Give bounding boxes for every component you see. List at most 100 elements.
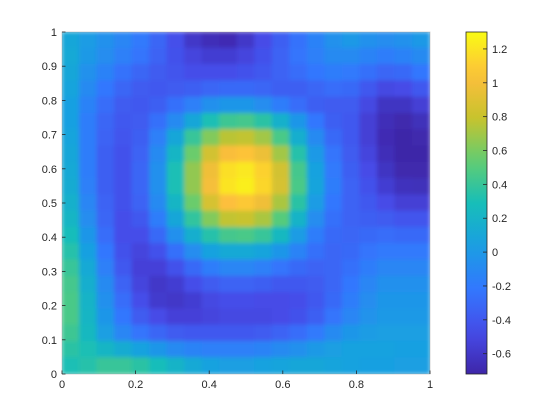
heatmap-cell — [114, 178, 133, 196]
heatmap-cell — [184, 32, 203, 49]
heatmap-cell — [341, 275, 361, 294]
heatmap-cell — [219, 112, 238, 131]
heatmap-cell — [236, 80, 256, 98]
heatmap-cell — [376, 161, 396, 180]
y-tick-label: 0.4 — [42, 232, 57, 244]
heatmap-cell — [166, 80, 186, 98]
heatmap-cell — [324, 259, 343, 277]
heatmap-cell — [219, 210, 238, 228]
heatmap-cell — [289, 96, 308, 114]
heatmap-cell — [114, 292, 133, 310]
colorbar-tick-label: -0.2 — [492, 281, 511, 293]
heatmap-cell — [114, 243, 133, 261]
heatmap-cell — [114, 145, 133, 163]
heatmap-cell — [166, 210, 186, 228]
heatmap-cell — [271, 80, 291, 98]
heatmap-cell — [96, 357, 116, 374]
heatmap-cell — [411, 32, 430, 49]
heatmap-cell — [359, 64, 378, 82]
heatmap-cell — [411, 112, 430, 131]
heatmap-cell — [114, 226, 133, 245]
heatmap-cell — [62, 308, 81, 326]
heatmap-cell — [236, 161, 256, 180]
heatmap-cell — [271, 210, 291, 228]
heatmap-cell — [394, 112, 413, 131]
heatmap-cell — [306, 112, 326, 131]
heatmap-cell — [306, 324, 326, 342]
heatmap-cell — [201, 210, 221, 228]
heatmap-cell — [201, 259, 221, 277]
heatmap-cell — [219, 292, 238, 310]
heatmap-cell — [62, 340, 81, 359]
heatmap-cell — [376, 178, 396, 196]
heatmap-cell — [236, 357, 256, 374]
heatmap-cell — [114, 210, 133, 228]
heatmap-cell — [201, 275, 221, 294]
heatmap-cell — [271, 259, 291, 277]
heatmap-cell — [324, 210, 343, 228]
heatmap-cell — [79, 64, 98, 82]
heatmap-cell — [219, 243, 238, 261]
y-tick-label: 0 — [51, 369, 57, 381]
heatmap-cell — [114, 80, 133, 98]
heatmap-cell — [271, 194, 291, 212]
heatmap-cell — [131, 178, 151, 196]
heatmap-cell — [79, 178, 98, 196]
heatmap-cell — [201, 324, 221, 342]
heatmap-cell — [289, 340, 308, 359]
heatmap-cell — [394, 357, 413, 374]
heatmap-cell — [289, 292, 308, 310]
colorbar-tick-label: 0 — [492, 247, 498, 259]
heatmap-cell — [131, 226, 151, 245]
heatmap-cell — [289, 64, 308, 82]
heatmap-cell — [219, 308, 238, 326]
heatmap-cell — [254, 80, 273, 98]
heatmap-cell — [254, 64, 273, 82]
heatmap-cell — [341, 178, 361, 196]
heatmap-cell — [131, 80, 151, 98]
heatmap-cell — [131, 47, 151, 66]
heatmap-cell — [306, 308, 326, 326]
heatmap-cell — [236, 145, 256, 163]
heatmap-cell — [201, 161, 221, 180]
heatmap-cell — [341, 32, 361, 49]
heatmap-cell — [341, 259, 361, 277]
heatmap-cell — [166, 161, 186, 180]
heatmap-cell — [271, 324, 291, 342]
heatmap-cell — [236, 194, 256, 212]
heatmap-cell — [166, 324, 186, 342]
heatmap-cell — [306, 226, 326, 245]
heatmap-cell — [219, 324, 238, 342]
colorbar: -0.6 -0.4 -0.2 0 0.2 0.4 0.6 0.8 1 1.2 — [465, 31, 511, 375]
heatmap-cell — [376, 243, 396, 261]
heatmap-cell — [149, 32, 168, 49]
heatmap-cell — [114, 112, 133, 131]
heatmap-cell — [376, 308, 396, 326]
heatmap-cell — [62, 129, 81, 147]
heatmap-cell — [394, 324, 413, 342]
heatmap-cell — [62, 32, 81, 49]
heatmap-cell — [394, 259, 413, 277]
heatmap-cell — [376, 112, 396, 131]
heatmap-cell — [201, 308, 221, 326]
heatmap-cell — [149, 80, 168, 98]
heatmap-cell — [254, 161, 273, 180]
heatmap-cell — [96, 64, 116, 82]
heatmap-cell — [254, 357, 273, 374]
heatmap-cell — [289, 112, 308, 131]
heatmap-cell — [131, 275, 151, 294]
heatmap-cell — [271, 129, 291, 147]
heatmap-cell — [411, 259, 430, 277]
y-tick-label: 0.1 — [42, 335, 57, 347]
heatmap-cell — [271, 32, 291, 49]
heatmap-cell — [324, 96, 343, 114]
heatmap-cell — [166, 340, 186, 359]
colorbar-tick-label: 0.4 — [492, 179, 507, 191]
heatmap-cell — [394, 80, 413, 98]
heatmap-cell — [184, 194, 203, 212]
heatmap-cell — [131, 161, 151, 180]
heatmap-cell — [271, 275, 291, 294]
heatmap-cell — [79, 47, 98, 66]
heatmap-cell — [254, 292, 273, 310]
heatmap-cell — [306, 47, 326, 66]
